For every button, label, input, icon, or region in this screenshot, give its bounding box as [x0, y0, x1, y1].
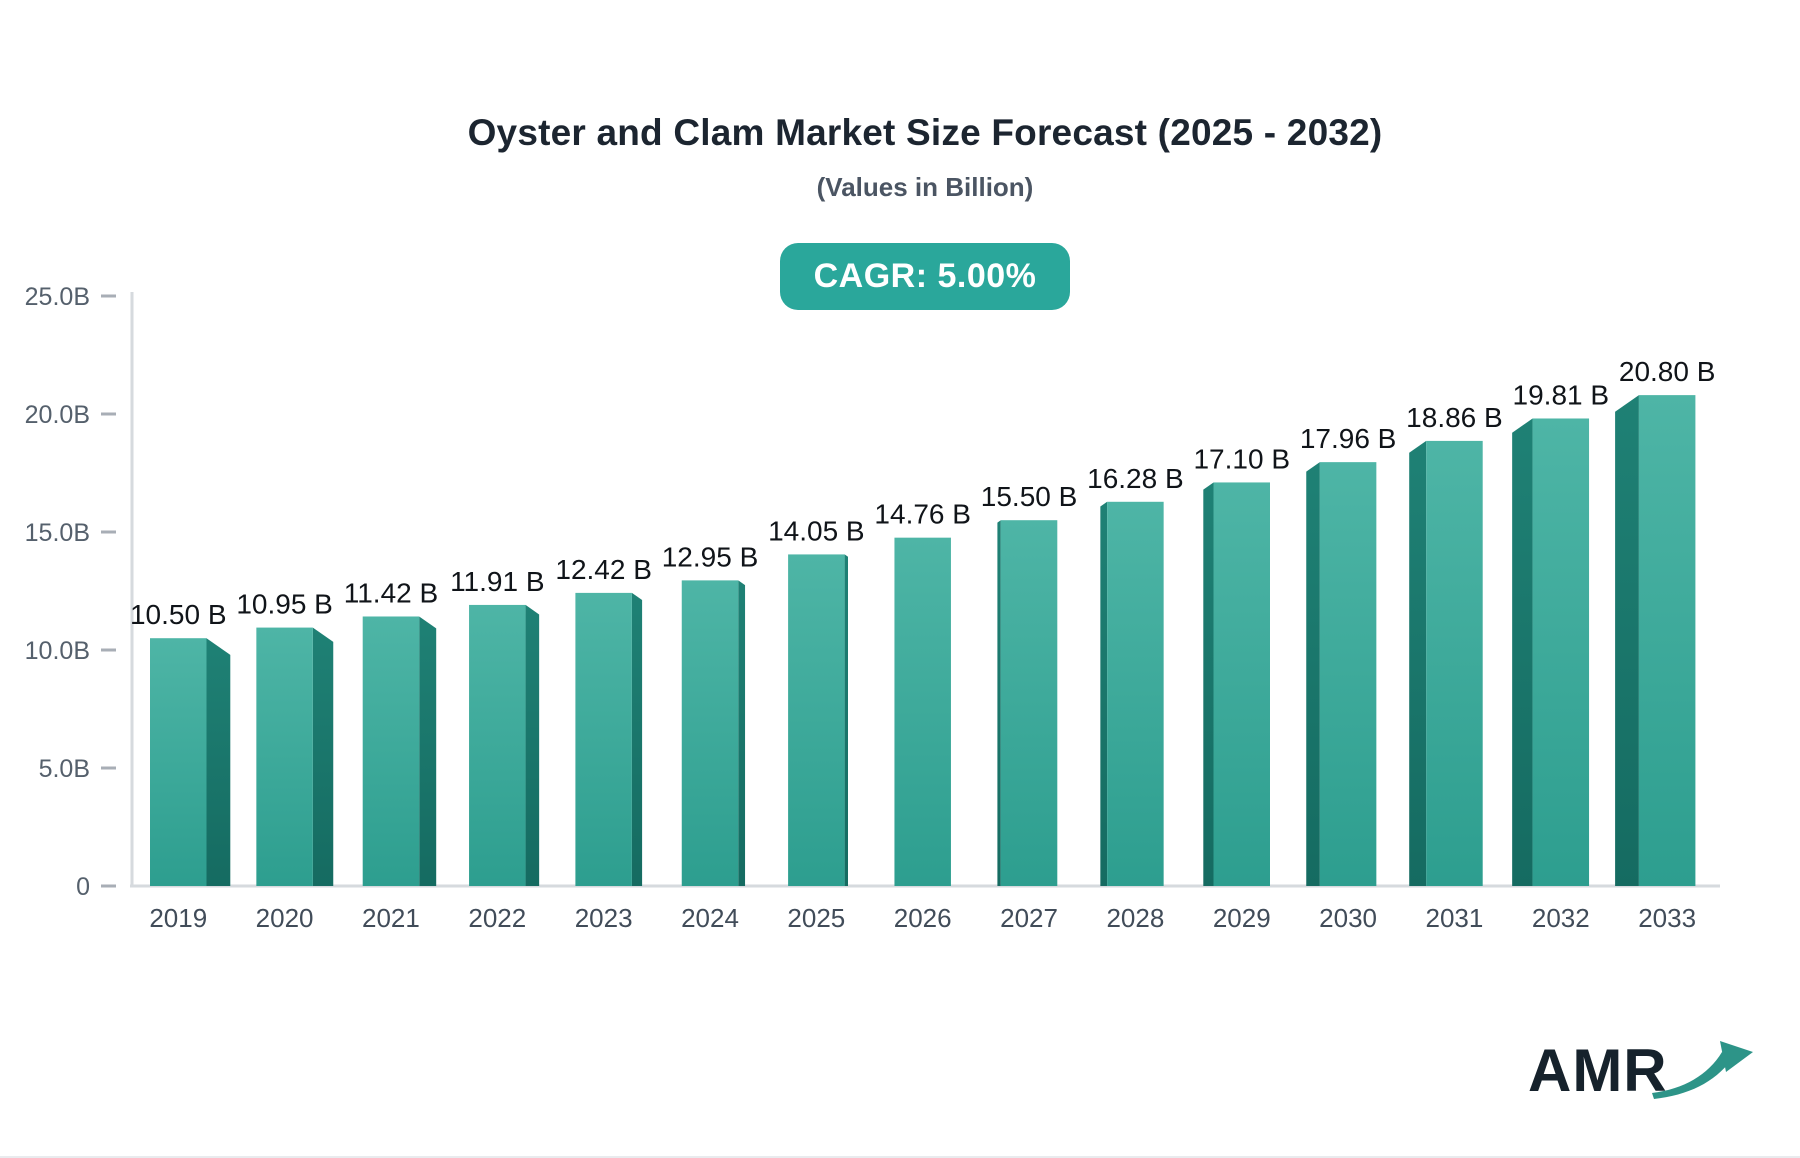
value-label-2026: 14.76 B [874, 499, 971, 530]
amr-logo-text: AMR [1528, 1037, 1668, 1104]
value-label-2030: 17.96 B [1300, 423, 1397, 454]
bar-2031 [1426, 440, 1483, 886]
value-label-2023: 12.42 B [555, 554, 652, 585]
bar-2027 [1000, 520, 1058, 886]
chart-header: Oyster and Clam Market Size Forecast (20… [50, 0, 1800, 310]
year-label-2022: 2022 [468, 903, 526, 933]
arrow-head [1720, 1041, 1753, 1072]
bar-side-2022 [525, 604, 540, 886]
y-tick-label-10.0B: 10.0B [25, 637, 90, 665]
value-label-2029: 17.10 B [1193, 443, 1290, 474]
value-label-2022: 11.91 B [450, 566, 544, 597]
year-label-2029: 2029 [1213, 903, 1271, 933]
year-label-2033: 2033 [1638, 903, 1696, 933]
bar-2024 [681, 580, 739, 886]
value-label-2020: 10.95 B [236, 589, 333, 620]
bar-2021 [362, 616, 420, 886]
bar-side-2025 [844, 554, 848, 886]
bar-side-2029 [1203, 482, 1214, 886]
bar-side-2031 [1409, 440, 1427, 886]
bar-side-2030 [1306, 462, 1320, 886]
value-label-2024: 12.95 B [662, 541, 759, 572]
chart-title: Oyster and Clam Market Size Forecast (20… [467, 112, 1383, 153]
amr-logo: AMR [1528, 1036, 1753, 1112]
y-tick-label-5.0B: 5.0B [39, 755, 90, 783]
bar-side-2021 [419, 616, 437, 886]
bar-side-2033 [1615, 395, 1639, 886]
value-label-2027: 15.50 B [981, 481, 1078, 512]
year-label-2026: 2026 [894, 903, 952, 933]
value-label-2033: 20.80 B [1619, 356, 1716, 387]
bar-side-2028 [1100, 501, 1108, 886]
bar-2030 [1319, 462, 1377, 886]
bar-side-2024 [738, 580, 746, 886]
year-label-2032: 2032 [1532, 903, 1590, 933]
bar-2026 [894, 537, 951, 886]
growth-arrow-icon [1652, 1041, 1753, 1099]
value-label-2019: 10.50 B [130, 599, 227, 630]
year-label-2019: 2019 [149, 903, 207, 933]
bar-2028 [1107, 501, 1164, 886]
chart-subtitle: (Values in Billion) [816, 172, 1034, 202]
value-label-2028: 16.28 B [1087, 463, 1184, 494]
bar-2032 [1532, 418, 1590, 886]
bar-2025 [788, 554, 845, 886]
y-tick-label-0: 0 [76, 873, 90, 901]
bar-side-2019 [206, 638, 231, 886]
year-label-2027: 2027 [1000, 903, 1058, 933]
year-label-2023: 2023 [575, 903, 633, 933]
bar-2020 [256, 627, 313, 886]
bar-2022 [469, 604, 526, 886]
value-label-2032: 19.81 B [1513, 379, 1610, 410]
y-tick-label-15.0B: 15.0B [25, 519, 90, 547]
bar-2019 [150, 638, 207, 886]
value-label-2025: 14.05 B [768, 515, 865, 546]
cagr-badge: CAGR: 5.00% [779, 243, 1071, 310]
bar-side-2032 [1512, 418, 1533, 886]
y-tick-label-20.0B: 20.0B [25, 401, 90, 429]
y-tick-label-25.0B: 25.0B [25, 283, 90, 311]
year-label-2025: 2025 [787, 903, 845, 933]
year-label-2030: 2030 [1319, 903, 1377, 933]
bar-2033 [1638, 395, 1696, 886]
value-label-2031: 18.86 B [1406, 402, 1503, 433]
bar-side-2020 [312, 627, 334, 886]
bar-side-2027 [997, 520, 1001, 886]
year-label-2024: 2024 [681, 903, 739, 933]
year-label-2028: 2028 [1106, 903, 1164, 933]
bar-2029 [1213, 482, 1270, 886]
year-label-2021: 2021 [362, 903, 420, 933]
bar-2023 [575, 592, 632, 886]
bar-side-2023 [631, 592, 643, 886]
year-label-2020: 2020 [256, 903, 314, 933]
value-label-2021: 11.42 B [344, 577, 438, 608]
year-label-2031: 2031 [1426, 903, 1484, 933]
arrow-swoosh [1652, 1052, 1732, 1099]
